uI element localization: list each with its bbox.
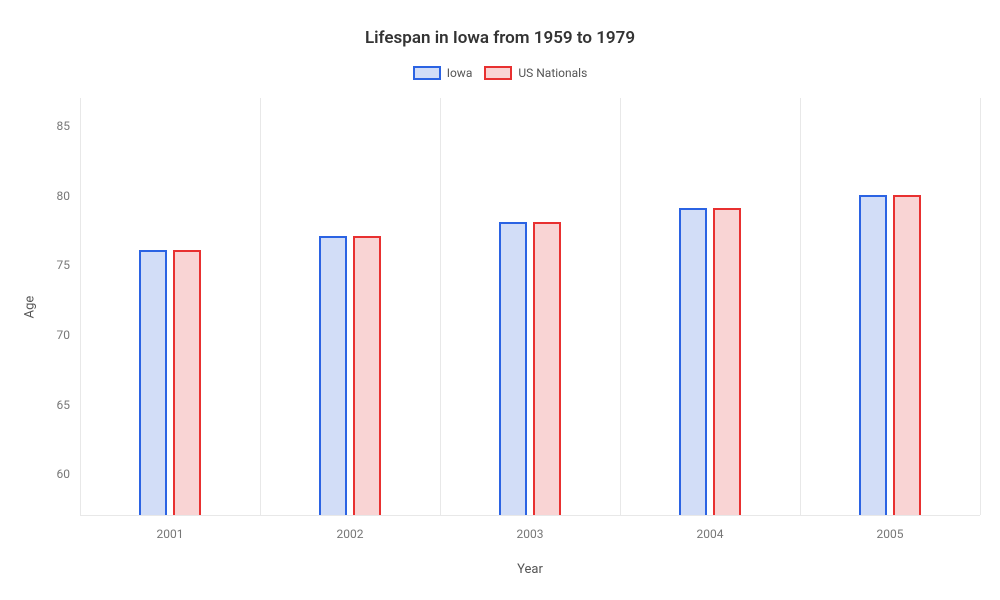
x-tick: 2002 bbox=[337, 515, 364, 541]
gridline bbox=[80, 98, 81, 515]
y-axis-label: Age bbox=[23, 296, 38, 319]
x-axis-label: Year bbox=[517, 562, 543, 577]
legend-item-0[interactable]: Iowa bbox=[413, 66, 473, 80]
legend-label-0: Iowa bbox=[447, 66, 473, 80]
x-tick: 2003 bbox=[517, 515, 544, 541]
bar-iowa-2001[interactable] bbox=[139, 250, 167, 515]
y-tick: 85 bbox=[57, 119, 81, 133]
x-tick: 2005 bbox=[877, 515, 904, 541]
bar-us-nationals-2001[interactable] bbox=[173, 250, 201, 515]
chart-title: Lifespan in Iowa from 1959 to 1979 bbox=[0, 28, 1000, 48]
gridline bbox=[440, 98, 441, 515]
bar-us-nationals-2004[interactable] bbox=[713, 208, 741, 515]
y-tick: 60 bbox=[57, 467, 81, 481]
bar-iowa-2005[interactable] bbox=[859, 195, 887, 515]
legend-item-1[interactable]: US Nationals bbox=[484, 66, 587, 80]
x-tick: 2001 bbox=[157, 515, 184, 541]
y-tick: 75 bbox=[57, 258, 81, 272]
bar-iowa-2002[interactable] bbox=[319, 236, 347, 515]
y-tick: 80 bbox=[57, 189, 81, 203]
bar-us-nationals-2002[interactable] bbox=[353, 236, 381, 515]
y-tick: 70 bbox=[57, 328, 81, 342]
gridline bbox=[620, 98, 621, 515]
x-tick: 2004 bbox=[697, 515, 724, 541]
gridline bbox=[800, 98, 801, 515]
y-tick: 65 bbox=[57, 398, 81, 412]
bar-us-nationals-2003[interactable] bbox=[533, 222, 561, 515]
gridline bbox=[980, 98, 981, 515]
bar-iowa-2004[interactable] bbox=[679, 208, 707, 515]
legend-label-1: US Nationals bbox=[518, 66, 587, 80]
bar-us-nationals-2005[interactable] bbox=[893, 195, 921, 515]
legend-swatch-0 bbox=[413, 66, 441, 80]
legend-swatch-1 bbox=[484, 66, 512, 80]
bar-iowa-2003[interactable] bbox=[499, 222, 527, 515]
legend: Iowa US Nationals bbox=[0, 66, 1000, 80]
gridline bbox=[260, 98, 261, 515]
plot-area: 60657075808520012002200320042005 bbox=[80, 98, 980, 516]
chart-container: Lifespan in Iowa from 1959 to 1979 Iowa U… bbox=[0, 0, 1000, 600]
